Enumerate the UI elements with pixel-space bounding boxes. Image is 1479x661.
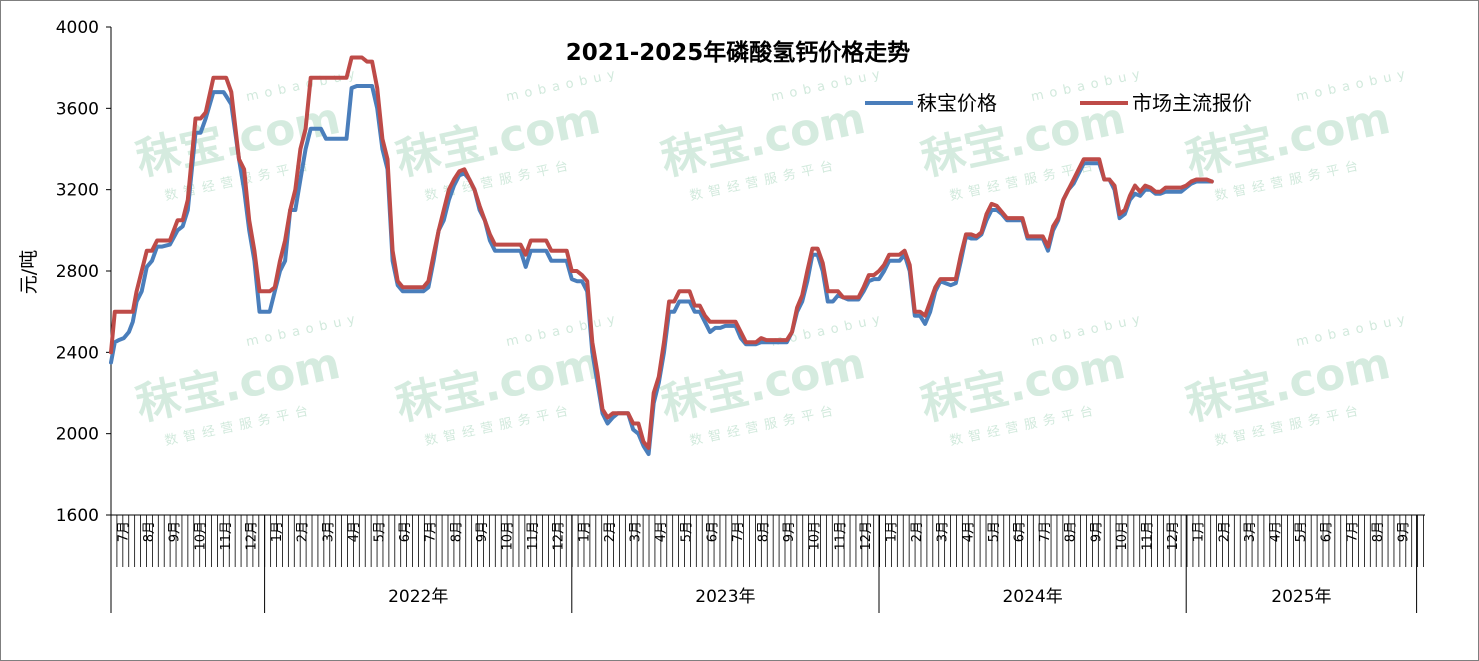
y-axis-ticks: 1600 2000 2400 2800 3200 3600 4000: [56, 18, 111, 526]
x-month-label: 6月: [705, 521, 720, 542]
x-month-label: 10月: [501, 521, 516, 551]
y-axis-label: 元/吨: [18, 250, 40, 294]
x-month-label: 8月: [1371, 521, 1386, 542]
y-tick-label: 2400: [56, 343, 99, 363]
x-month-label: 3月: [629, 521, 644, 542]
series-line-2: [109, 55, 1214, 450]
x-month-label: 7月: [731, 521, 746, 542]
x-month-label: 9月: [168, 521, 183, 542]
y-tick-label: 3200: [56, 181, 99, 201]
chart-title: 2021-2025年磷酸氢钙价格走势: [566, 39, 911, 66]
x-month-label: 11月: [833, 521, 848, 551]
x-month-label: 7月: [1345, 521, 1360, 542]
x-month-label: 10月: [1115, 521, 1130, 551]
x-month-label: 12月: [245, 521, 260, 551]
x-month-label: 1月: [885, 521, 900, 542]
y-tick-label: 1600: [56, 506, 99, 526]
x-month-label: 6月: [1013, 521, 1028, 542]
x-month-label: 5月: [1294, 521, 1309, 542]
x-month-label: 8月: [449, 521, 464, 542]
x-month-label: 5月: [680, 521, 695, 542]
x-month-label: 12月: [1166, 521, 1181, 551]
x-month-label: 9月: [475, 521, 490, 542]
x-axis: 7月 8月 9月 10月 11月 12月 1月 2月 3月 4月 5月 6月 7月 8月 9月 10月 11月 1…: [110, 515, 1424, 613]
x-month-label: 11月: [1141, 521, 1156, 551]
x-month-label: 4月: [1269, 521, 1284, 542]
x-month-label: 9月: [1397, 521, 1412, 542]
x-year-label: 2022年: [388, 587, 448, 607]
series-layer: [109, 55, 1214, 456]
y-tick-label: 3600: [56, 99, 99, 119]
x-month-label: 8月: [142, 521, 157, 542]
x-month-label: 5月: [373, 521, 388, 542]
x-year-label: 2023年: [695, 587, 755, 607]
x-month-label: 7月: [1038, 521, 1053, 542]
x-month-label: 12月: [859, 521, 874, 551]
legend-label: 市场主流报价: [1132, 91, 1252, 115]
x-month-label: 5月: [987, 521, 1002, 542]
x-month-label: 9月: [782, 521, 797, 542]
x-month-label: 10月: [193, 521, 208, 551]
x-month-label: 3月: [1243, 521, 1258, 542]
x-month-label: 1月: [1192, 521, 1207, 542]
x-month-label: 2月: [1217, 521, 1232, 542]
x-year-label: 2025年: [1271, 587, 1331, 607]
legend-label: 秣宝价格: [917, 91, 997, 115]
x-month-label: 1月: [270, 521, 285, 542]
y-tick-label: 4000: [56, 18, 99, 38]
x-month-label: 6月: [398, 521, 413, 542]
x-month-label: 4月: [347, 521, 362, 542]
x-month-label: 2月: [603, 521, 618, 542]
x-month-label: 10月: [808, 521, 823, 551]
x-year-label: 2024年: [1002, 587, 1062, 607]
x-month-label: 2月: [910, 521, 925, 542]
x-month-label: 3月: [321, 521, 336, 542]
x-month-label: 8月: [757, 521, 772, 542]
legend: 秣宝价格 市场主流报价: [865, 91, 1252, 115]
x-month-label: 11月: [219, 521, 234, 551]
x-month-label: 11月: [526, 521, 541, 551]
x-month-label: 9月: [1089, 521, 1104, 542]
x-month-label: 1月: [577, 521, 592, 542]
x-month-label: 7月: [424, 521, 439, 542]
y-tick-label: 2800: [56, 262, 99, 282]
y-tick-label: 2000: [56, 425, 99, 445]
x-month-label: 6月: [1320, 521, 1335, 542]
x-month-label: 8月: [1064, 521, 1079, 542]
x-month-label: 3月: [936, 521, 951, 542]
x-month-label: 7月: [117, 521, 132, 542]
x-month-label: 4月: [961, 521, 976, 542]
x-month-label: 12月: [552, 521, 567, 551]
x-month-label: 4月: [654, 521, 669, 542]
x-month-label: 2月: [296, 521, 311, 542]
